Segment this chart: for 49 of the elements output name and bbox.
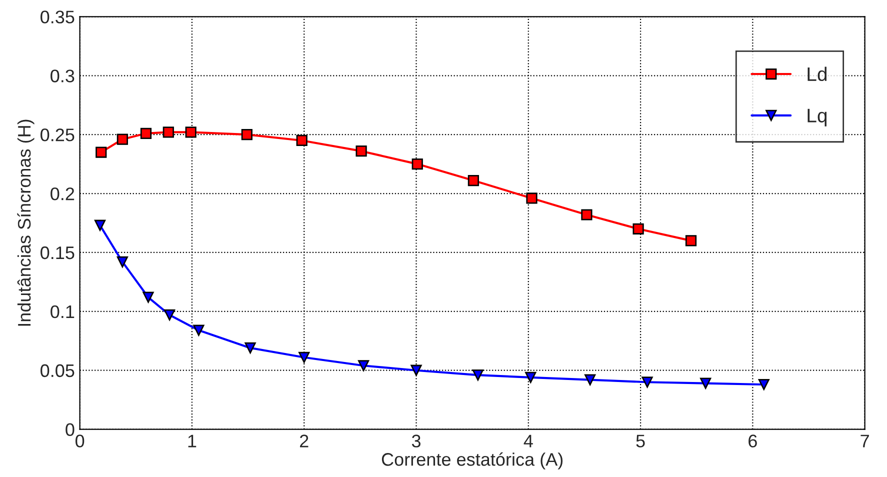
y-tick-label: 0.05 [40, 364, 74, 378]
point [96, 146, 107, 158]
point [358, 360, 370, 372]
point [468, 175, 480, 186]
x-axis-title: Corrente estatórica (A) [382, 452, 563, 470]
y-tick-label: 0.1 [50, 305, 74, 318]
y-tick-label: 0.2 [50, 187, 74, 200]
x-tick-label: 1 [188, 434, 196, 448]
point [296, 134, 308, 146]
point [162, 126, 174, 138]
legend-label: Lq [808, 108, 827, 126]
y-tick-label: 0.3 [50, 70, 74, 82]
x-tick-label: 5 [636, 434, 645, 448]
x-tick-label: 2 [300, 434, 308, 448]
point [632, 223, 644, 234]
x-tick-label: 0 [76, 434, 84, 448]
point [642, 376, 653, 388]
x-tick-label: 6 [748, 434, 757, 448]
point [116, 134, 128, 145]
y-tick-label: 0.25 [40, 128, 74, 142]
point [526, 192, 538, 204]
x-tick-label: 3 [412, 434, 420, 448]
legend-label: Ld [808, 66, 827, 82]
point [410, 364, 422, 376]
point [142, 292, 154, 303]
point [94, 220, 106, 231]
point [700, 378, 712, 389]
point [525, 372, 536, 383]
point [685, 235, 697, 246]
point [241, 129, 252, 140]
point [185, 126, 196, 138]
point [412, 158, 423, 170]
x-tick-label: 7 [860, 434, 869, 448]
point [164, 309, 176, 321]
point [472, 370, 484, 381]
point [584, 374, 596, 386]
y-tick-label: 0.15 [40, 246, 74, 260]
point [356, 146, 367, 157]
point [193, 324, 204, 336]
point [758, 378, 770, 390]
y-tick-label: 0.35 [40, 10, 74, 24]
point [116, 256, 128, 268]
point [244, 342, 256, 354]
point [298, 352, 310, 363]
y-axis-title: Indutâncias Síncronas (H) [17, 120, 34, 326]
point [140, 128, 152, 139]
point [581, 209, 592, 220]
y-tick-label: 0 [66, 423, 74, 436]
x-tick-label: 4 [524, 434, 533, 448]
